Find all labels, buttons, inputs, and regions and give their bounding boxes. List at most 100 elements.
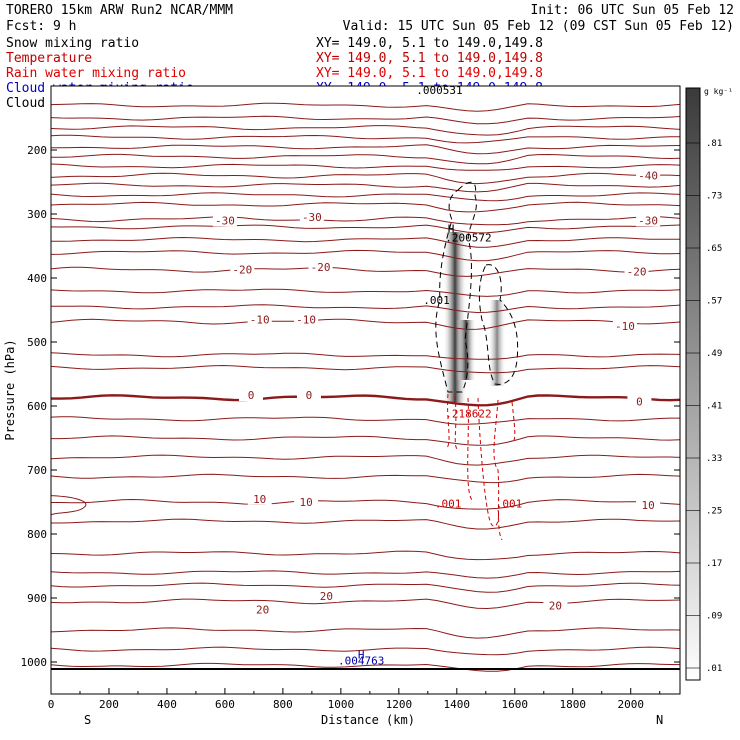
annotation: H [448,223,455,236]
y-axis-label: Pressure (hPa) [3,339,17,440]
isotherm-label: -20 [311,261,331,274]
isotherm-line [51,473,680,484]
x-tick-label: 1400 [444,698,471,711]
isotherm--20 [51,266,680,277]
colorbar-label: .81 [706,139,722,149]
valid-time: Valid: 15 UTC Sun 05 Feb 12 (09 CST Sun … [343,19,734,34]
isotherm--30 [51,216,680,226]
x-tick-label: 200 [99,698,119,711]
isotherm-line [51,646,680,656]
colorbar-label: .41 [706,402,722,412]
snow-column-3 [488,300,506,386]
x-tick-label: 1800 [560,698,587,711]
hydrometeor-contours [435,181,519,541]
cloud-ice-outline-2 [478,264,519,385]
rain-outline [446,393,516,541]
cloud-ice-outline [435,181,477,393]
annotation: .001 [496,497,523,510]
colorbar-label: .57 [706,297,722,307]
isotherm-line [51,364,680,374]
isotherm-line [51,192,680,202]
x-tick-label: 1200 [386,698,413,711]
x-axis-label: Distance (km) [321,713,415,727]
colorbar-label: .09 [706,612,722,622]
field-name: Temperature [6,51,92,66]
snow-shading [443,232,506,402]
isotherm-20 [51,598,680,610]
isotherm-label: -10 [296,314,316,327]
x-tick-label: 1600 [502,698,529,711]
isotherm-label: 0 [306,389,313,402]
forecast-hour: Fcst: 9 h [6,19,76,34]
colorbar-gradient [685,87,701,681]
colorbar-label: .65 [706,244,722,254]
isotherm-line [51,163,680,171]
field-xy: XY= 149.0, 5.1 to 149.0,149.8 [316,51,543,66]
isotherm-label: 0 [248,389,255,402]
isotherm-line [51,153,680,165]
y-tick-label: 600 [27,400,47,413]
model-title: TORERO 15km ARW Run2 NCAR/MMM [6,3,233,18]
isotherm-label: 20 [256,604,269,617]
colorbar-label: .01 [706,664,722,674]
isotherm-line [51,249,680,262]
annotation: .004763 [338,655,384,668]
plot-frame [50,85,681,695]
isotherm-label: 10 [641,499,654,512]
annotation: H [358,648,365,661]
x-tick-label: 400 [157,698,177,711]
x-tick-label: 600 [215,698,235,711]
x-tick-label: 1000 [328,698,355,711]
field-xy: XY= 149.0, 5.1 to 149.0,149.8 [316,36,543,51]
isotherm--40 [51,172,680,185]
y-tick-label: 300 [27,208,47,221]
plot-area [51,86,680,694]
isotherm-line [51,115,680,125]
isotherm-label: -30 [302,211,322,224]
isotherm-line [51,236,680,248]
isotherm-label: 10 [253,493,266,506]
colorbar-label: .49 [706,349,722,359]
isotherm-label: -30 [638,214,658,227]
x-end-left: S [84,713,91,727]
isotherm-label: 0 [636,396,643,409]
isotherm-label: -30 [215,214,235,227]
y-tick-label: 700 [27,464,47,477]
y-tick-label: 1000 [21,656,48,669]
annotations: H.200572.001.000531.218622.001.001H.0047… [338,84,522,668]
y-tick-label: 900 [27,592,47,605]
x-tick-label: 2000 [617,698,644,711]
isotherm-line [51,435,680,446]
isotherm--10 [51,318,680,330]
field-name: Rain water mixing ratio [6,66,186,81]
isotherm-line [51,144,680,155]
x-end-right: N [656,713,663,727]
isotherm-line [51,582,680,593]
colorbar-label: .25 [706,507,722,517]
colorbar-labels: .01 .09 .17 .25 .33 .41 .49 .57 .65 .73 .81 [686,139,722,674]
isotherm-label: -20 [232,264,252,277]
isotherm-line [51,550,680,561]
isotherm-label: 10 [299,496,312,509]
isotherm-bubble [51,495,87,516]
isotherm-line [51,352,680,360]
isotherm-line [51,570,680,579]
isotherm-line [51,182,680,193]
isotherm-label: -40 [638,170,658,183]
isotherm-label: -20 [627,266,647,279]
annotation: .001 [423,294,450,307]
y-tick-label: 500 [27,336,47,349]
y-tick-label: 200 [27,144,47,157]
isotherm-line [51,134,680,144]
field-xy: XY= 149.0, 5.1 to 149.0,149.8 [316,66,543,81]
isotherm-line [51,102,680,112]
y-tick-label: 400 [27,272,47,285]
x-tick-label: 0 [48,698,55,711]
colorbar-label: .17 [706,559,722,569]
annotation: .200572 [445,232,491,245]
colorbar-label: .73 [706,192,722,202]
colorbar-unit: g kg⁻¹ [704,87,733,96]
colorbar-label: .33 [706,454,722,464]
isotherm-label: 20 [549,600,562,613]
annotation: .000531 [416,84,462,97]
